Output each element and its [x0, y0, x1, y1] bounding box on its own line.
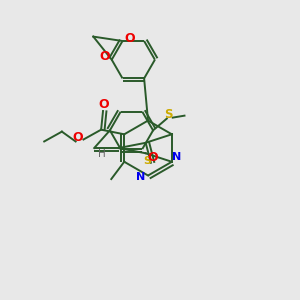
Text: S: S — [144, 156, 152, 166]
Text: N: N — [136, 172, 145, 182]
Text: O: O — [100, 50, 110, 63]
Text: O: O — [124, 32, 135, 45]
Text: O: O — [72, 131, 83, 144]
Text: O: O — [148, 151, 158, 164]
Text: N: N — [172, 152, 182, 162]
Text: H: H — [98, 149, 106, 159]
Text: O: O — [99, 98, 110, 111]
Text: S: S — [164, 108, 173, 121]
